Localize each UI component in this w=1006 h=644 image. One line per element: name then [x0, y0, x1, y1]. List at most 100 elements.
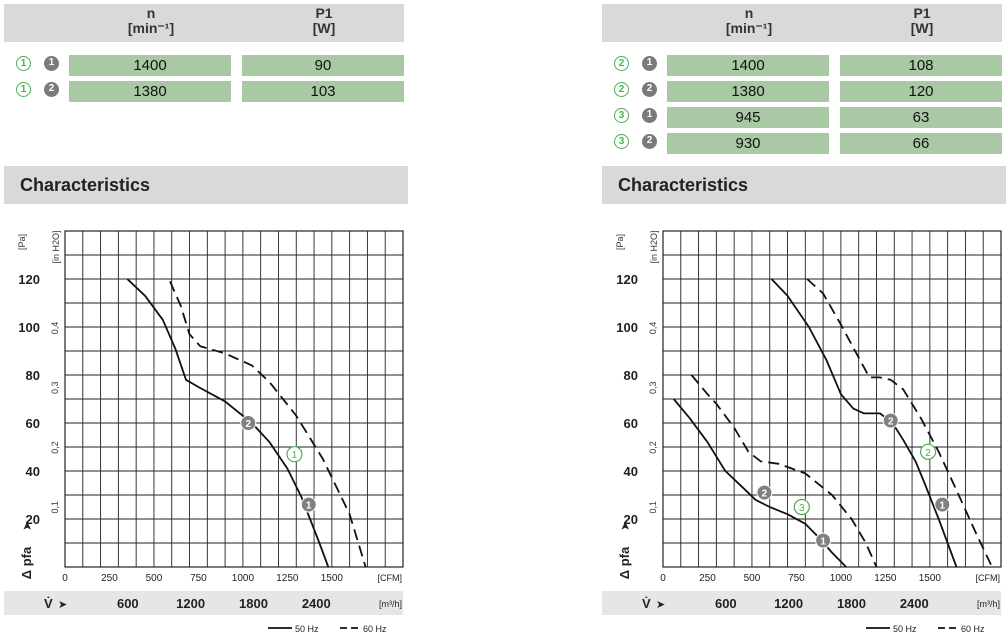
legend-label-50hz: 50 Hz	[295, 624, 319, 634]
curve-marker-badge	[919, 443, 937, 460]
section-header: Characteristics	[4, 166, 408, 204]
power-value: 108	[840, 55, 1002, 76]
x-cfm-unit-label: [CFM]	[378, 573, 403, 583]
x-m3h-tick-label: 1800	[837, 596, 866, 611]
speed-value: 1380	[667, 81, 829, 102]
y2-tick-label: 0,1	[50, 501, 60, 514]
speed-value: 945	[667, 107, 829, 128]
n-header: n [min⁻¹]	[669, 6, 829, 36]
table-row: 3 1 945 63	[602, 107, 1002, 128]
curve-number-badge: 3	[614, 134, 629, 149]
power-value: 66	[840, 133, 1002, 154]
y-axis-label: Δ pfa	[19, 546, 34, 579]
y-tick-label: 40	[26, 464, 40, 479]
curve-marker-label: 3	[799, 503, 805, 514]
curve-marker-badge	[882, 412, 899, 429]
y-tick-label: 100	[18, 320, 40, 335]
speed-number-badge: 2	[642, 134, 657, 149]
y2-tick-label: 0,2	[648, 441, 658, 454]
x-m3h-tick-label: 1200	[176, 596, 205, 611]
x-axis-arrow-icon: ➤	[656, 599, 665, 611]
y2-unit-label: [in H2O]	[649, 230, 659, 263]
power-value: 90	[242, 55, 404, 76]
x-cfm-tick-label: 1250	[874, 573, 897, 584]
p-unit: [W]	[910, 20, 934, 36]
y-unit-label: [Pa]	[17, 234, 27, 250]
x-cfm-unit-label: [CFM]	[976, 573, 1001, 583]
y-tick-label: 40	[624, 464, 638, 479]
y-tick-label: 120	[18, 272, 40, 287]
curve-marker-label: 1	[940, 501, 946, 512]
curve-number-badge: 1	[16, 82, 31, 97]
section-title: Characteristics	[20, 175, 151, 195]
y-unit-label: [Pa]	[615, 234, 625, 250]
speed-number-badge: 1	[642, 108, 657, 123]
y2-tick-label: 0,3	[50, 381, 60, 394]
p-label: P1	[315, 5, 333, 21]
panel-right: n [min⁻¹] P1 [W] 2 1 1400 108 2 2 1380 1…	[602, 0, 1006, 644]
curve-marker-label: 2	[925, 448, 931, 459]
y-tick-label: 80	[624, 368, 638, 383]
x-m3h-tick-label: 2400	[302, 596, 331, 611]
table-header: n [min⁻¹] P1 [W]	[4, 4, 404, 42]
curve-marker-badge	[240, 415, 257, 431]
speed-number-badge: 1	[44, 56, 59, 71]
panel-left: n [min⁻¹] P1 [W] 1 1 1400 90 1 2 1380 10…	[4, 0, 408, 644]
series-line-50hz	[770, 278, 958, 568]
legend-label-60hz: 60 Hz	[363, 624, 387, 634]
x-cfm-tick-label: 500	[146, 573, 163, 584]
x-cfm-tick-label: 1000	[830, 573, 853, 584]
x-cfm-tick-label: 1250	[276, 573, 299, 584]
p-unit: [W]	[312, 20, 336, 36]
curve-marker-label: 1	[292, 450, 298, 461]
y-tick-label: 120	[616, 272, 638, 287]
curve-marker-label: 2	[762, 489, 768, 500]
power-value: 103	[242, 81, 404, 102]
x-m3h-tick-label: 600	[117, 596, 139, 611]
y-tick-label: 100	[616, 320, 638, 335]
y-tick-label: 60	[26, 416, 40, 431]
curve-marker-badge	[815, 532, 832, 549]
x-cfm-tick-label: 0	[62, 573, 68, 584]
table-row: 2 1 1400 108	[602, 55, 1002, 76]
power-value: 120	[840, 81, 1002, 102]
y2-tick-label: 0,3	[648, 381, 658, 394]
x-m3h-band	[602, 591, 1001, 615]
curve-marker-badge	[286, 446, 303, 463]
x-m3h-band	[4, 591, 403, 615]
y-axis-arrow-icon: ➤	[20, 521, 34, 531]
n-header: n [min⁻¹]	[71, 6, 231, 36]
curve-marker-badge	[793, 498, 810, 516]
x-m3h-unit-label: [m³/h]	[977, 599, 1000, 609]
table-row: 2 2 1380 120	[602, 81, 1002, 102]
x-axis-arrow-icon: ➤	[58, 599, 67, 611]
power-value: 63	[840, 107, 1002, 128]
curve-marker-label: 2	[888, 417, 894, 428]
x-cfm-tick-label: 750	[788, 573, 805, 584]
y-axis-arrow-icon: ➤	[618, 521, 632, 531]
curve-marker-badge	[300, 496, 317, 513]
x-cfm-tick-label: 500	[744, 573, 761, 584]
y-tick-label: 80	[26, 368, 40, 383]
curve-marker-label: 2	[245, 419, 251, 430]
n-label: n	[146, 5, 156, 21]
y-axis-label: Δ pfa	[617, 546, 632, 579]
series-line-60hz	[690, 374, 878, 568]
curve-number-badge: 2	[614, 82, 629, 97]
n-label: n	[744, 5, 754, 21]
x-m3h-tick-label: 1800	[239, 596, 268, 611]
speed-number-badge: 1	[642, 56, 657, 71]
n-unit: [min⁻¹]	[725, 20, 773, 36]
section-header: Characteristics	[602, 166, 1006, 204]
series-line-50hz	[126, 278, 330, 568]
x-cfm-tick-label: 750	[190, 573, 207, 584]
x-m3h-unit-label: [m³/h]	[379, 599, 402, 609]
curve-number-badge: 2	[614, 56, 629, 71]
x-axis-label: V̇	[44, 596, 53, 611]
series-line-60hz	[169, 281, 367, 568]
curve-marker-badge	[934, 496, 951, 513]
y-tick-label: 20	[26, 512, 40, 527]
y2-tick-label: 0,1	[648, 501, 658, 514]
curve-marker-label: 1	[306, 501, 312, 512]
